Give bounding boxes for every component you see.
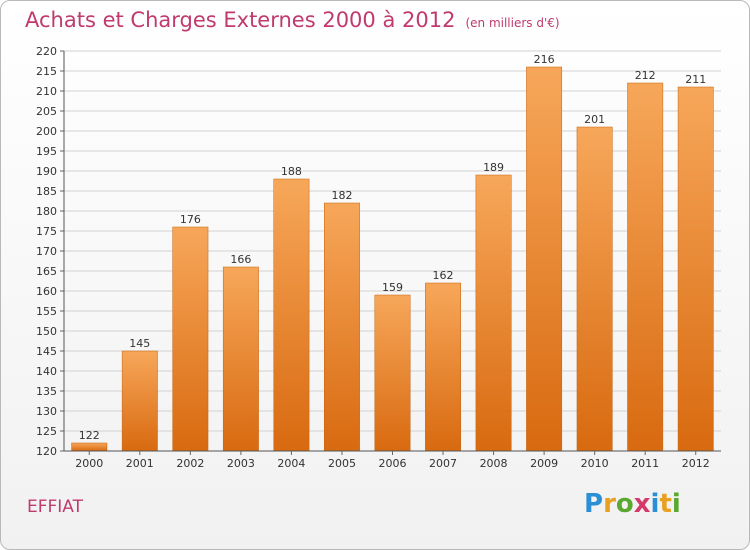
x-tick-label: 2010 [581,457,609,470]
x-tick-label: 2004 [277,457,305,470]
bar-value-label: 212 [635,69,656,82]
bar-value-label: 145 [129,337,150,350]
title-unit: (en milliers d'€) [465,16,560,30]
y-tick-label: 220 [36,45,57,58]
x-tick-label: 2006 [379,457,407,470]
bar-2011 [627,82,664,452]
y-tick-label: 210 [36,85,57,98]
y-tick-label: 195 [36,145,57,158]
logo-letter: x [633,489,651,519]
bar-2006 [374,294,411,452]
bar-2012 [677,86,714,452]
y-tick-label: 190 [36,165,57,178]
logo-letter: t [659,489,672,519]
y-tick-label: 205 [36,105,57,118]
place-name: EFFIAT [27,497,84,517]
bar-value-label: 159 [382,281,403,294]
axes: 120 125 130 135 140 145 150 155 160 165 170 175 180 1… [36,45,721,470]
bar-value-label: 122 [79,429,100,442]
bar-2009 [526,66,563,452]
y-tick-label: 215 [36,65,57,78]
y-tick-label: 170 [36,245,57,258]
y-tick-label: 180 [36,205,57,218]
bars: 122 145 176 166 188 182 159 162 189 216 201 212 211 [71,53,714,452]
bar-value-label: 216 [534,53,555,66]
chart-title: Achats et Charges Externes 2000 à 2012 (e… [25,8,560,32]
x-tick-label: 2003 [227,457,255,470]
y-tick-label: 145 [36,345,57,358]
y-tick-label: 160 [36,285,57,298]
x-tick-label: 2007 [429,457,457,470]
logo-letter: i [650,489,660,519]
bar-2002 [172,226,209,452]
bar-value-label: 182 [331,189,352,202]
bar-2010 [576,126,613,452]
y-tick-label: 200 [36,125,57,138]
logo-letter: i [671,489,681,519]
y-tick-label: 175 [36,225,57,238]
y-tick-label: 150 [36,325,57,338]
bar-value-label: 176 [180,213,201,226]
y-tick-label: 135 [36,385,57,398]
x-tick-label: 2008 [480,457,508,470]
proxiti-logo[interactable]: Proxiti [584,489,681,519]
title-text: Achats et Charges Externes 2000 à 2012 [25,8,456,32]
logo-letter: P [584,489,604,519]
y-tick-label: 165 [36,265,57,278]
bar-2007 [425,282,461,452]
x-tick-label: 2002 [176,457,204,470]
y-tick-label: 125 [36,425,57,438]
x-tick-label: 2009 [530,457,558,470]
bar-2003 [222,266,259,452]
bar-value-label: 162 [433,269,454,282]
x-tick-label: 2001 [126,457,154,470]
logo-letter: o [615,489,634,519]
x-tick-label: 2011 [631,457,659,470]
y-tick-label: 155 [36,305,57,318]
bar-2008 [475,174,512,452]
bar-value-label: 211 [685,73,706,86]
bar-value-label: 188 [281,165,302,178]
bar-value-label: 166 [230,253,251,266]
x-tick-label: 2012 [682,457,710,470]
y-tick-label: 120 [36,445,57,458]
bar-value-label: 201 [584,113,605,126]
y-tick-label: 130 [36,405,57,418]
x-tick-label: 2005 [328,457,356,470]
bar-2001 [121,350,158,452]
bar-2000 [71,442,108,452]
bar-value-label: 189 [483,161,504,174]
y-tick-label: 185 [36,185,57,198]
bar-2005 [324,202,360,452]
y-tick-label: 140 [36,365,57,378]
bar-2004 [273,178,310,452]
logo-letter: r [603,489,616,519]
x-tick-label: 2000 [75,457,103,470]
